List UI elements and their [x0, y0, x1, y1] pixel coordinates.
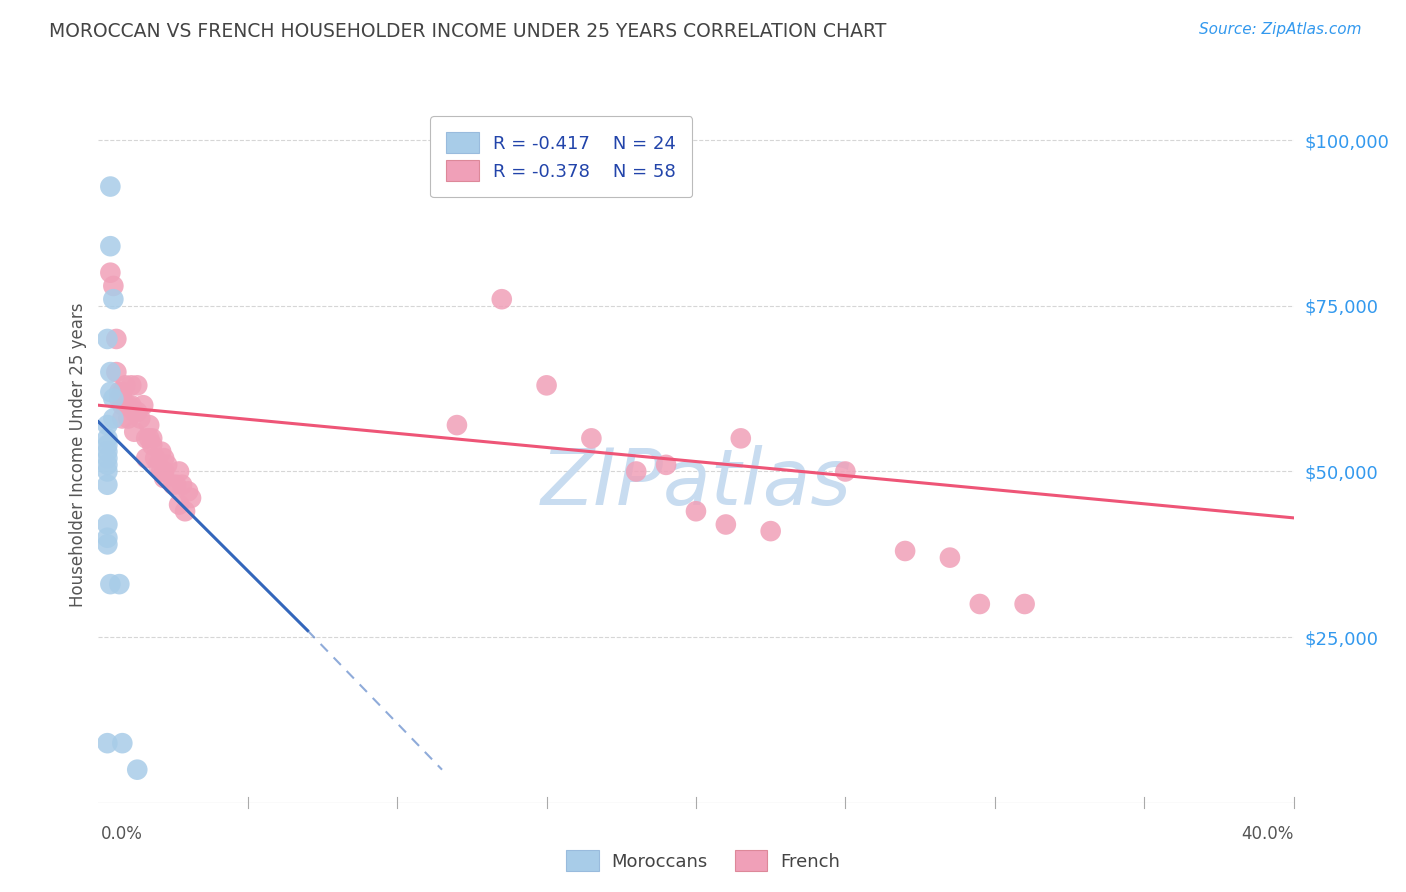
Point: [138, 418, 160, 433]
Point: [141, 431, 163, 445]
Point: [105, 365, 128, 379]
Point: [167, 498, 190, 512]
Point: [135, 451, 157, 466]
Point: [172, 477, 194, 491]
Point: [167, 465, 190, 479]
Point: [96, 517, 118, 532]
Y-axis label: Householder Income Under 25 years: Householder Income Under 25 years: [69, 302, 87, 607]
Point: [103, 411, 125, 425]
Point: [111, 736, 134, 750]
Point: [148, 458, 170, 472]
Point: [124, 425, 146, 439]
Point: [138, 431, 160, 445]
Point: [103, 292, 125, 306]
Point: [143, 451, 166, 466]
Point: [100, 384, 122, 399]
Point: [100, 239, 122, 253]
Point: [100, 365, 122, 379]
Point: [685, 504, 707, 518]
Point: [96, 537, 118, 551]
Point: [491, 292, 513, 306]
Point: [120, 398, 142, 412]
Point: [626, 465, 648, 479]
Point: [108, 577, 131, 591]
Point: [162, 477, 184, 491]
Point: [939, 550, 962, 565]
Point: [153, 451, 176, 466]
Text: MOROCCAN VS FRENCH HOUSEHOLDER INCOME UNDER 25 YEARS CORRELATION CHART: MOROCCAN VS FRENCH HOUSEHOLDER INCOME UN…: [49, 22, 887, 41]
Point: [446, 418, 468, 433]
Point: [124, 405, 146, 419]
Point: [581, 431, 603, 445]
Point: [141, 438, 163, 452]
Point: [108, 384, 131, 399]
Point: [117, 398, 139, 412]
Point: [655, 458, 678, 472]
Point: [132, 398, 155, 412]
Point: [114, 378, 136, 392]
Point: [100, 266, 122, 280]
Point: [100, 577, 122, 591]
Point: [96, 736, 118, 750]
Point: [150, 465, 173, 479]
Point: [834, 465, 856, 479]
Point: [111, 411, 134, 425]
Point: [153, 465, 176, 479]
Point: [120, 378, 142, 392]
Point: [127, 378, 149, 392]
Point: [127, 763, 149, 777]
Point: [111, 398, 134, 412]
Point: [714, 517, 737, 532]
Legend: R = -0.417    N = 24, R = -0.378    N = 58: R = -0.417 N = 24, R = -0.378 N = 58: [430, 116, 692, 197]
Point: [759, 524, 782, 538]
Point: [103, 279, 125, 293]
Point: [105, 332, 128, 346]
Point: [96, 431, 118, 445]
Point: [135, 431, 157, 445]
Point: [96, 418, 118, 433]
Point: [174, 504, 197, 518]
Point: [129, 411, 152, 425]
Point: [894, 544, 917, 558]
Point: [730, 431, 752, 445]
Point: [108, 392, 131, 406]
Point: [177, 484, 200, 499]
Point: [96, 451, 118, 466]
Point: [117, 411, 139, 425]
Point: [96, 444, 118, 458]
Point: [114, 398, 136, 412]
Point: [96, 465, 118, 479]
Point: [536, 378, 558, 392]
Text: 40.0%: 40.0%: [1241, 825, 1294, 843]
Point: [127, 405, 149, 419]
Point: [180, 491, 202, 505]
Text: Source: ZipAtlas.com: Source: ZipAtlas.com: [1198, 22, 1361, 37]
Point: [150, 444, 173, 458]
Point: [103, 392, 125, 406]
Point: [96, 438, 118, 452]
Point: [96, 332, 118, 346]
Legend: Moroccans, French: Moroccans, French: [560, 843, 846, 879]
Point: [96, 531, 118, 545]
Point: [111, 384, 134, 399]
Point: [165, 477, 187, 491]
Point: [1014, 597, 1036, 611]
Point: [100, 179, 122, 194]
Point: [96, 477, 118, 491]
Point: [969, 597, 991, 611]
Point: [156, 458, 179, 472]
Text: 0.0%: 0.0%: [101, 825, 143, 843]
Point: [96, 458, 118, 472]
Text: ZIPatlas: ZIPatlas: [540, 445, 852, 521]
Point: [153, 471, 176, 485]
